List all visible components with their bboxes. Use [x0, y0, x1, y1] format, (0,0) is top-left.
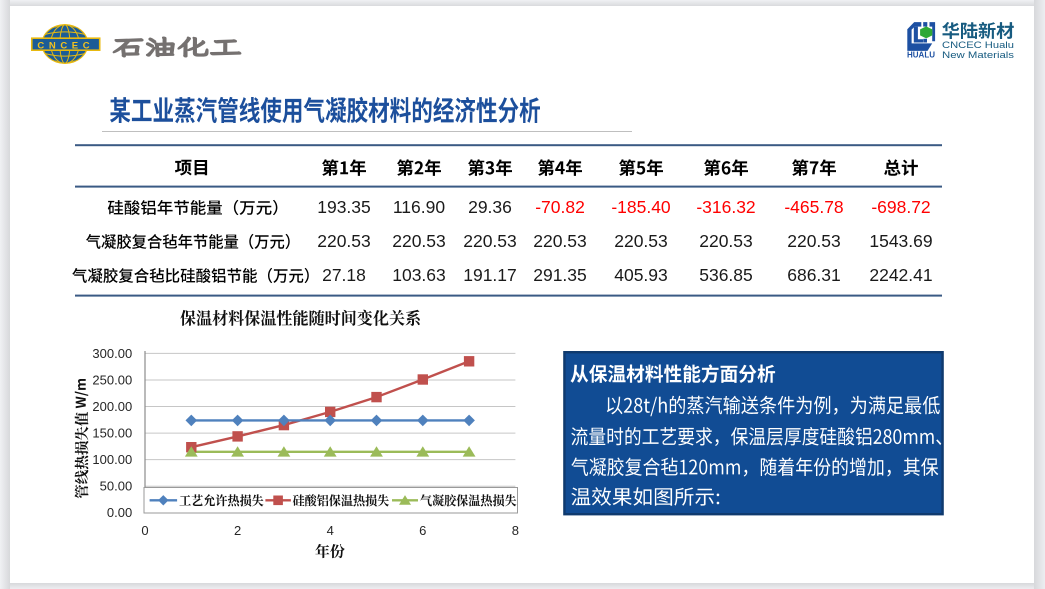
svg-text:0: 0	[141, 523, 148, 538]
svg-text:116.90: 116.90	[393, 197, 445, 217]
svg-text:29.36: 29.36	[468, 197, 512, 217]
svg-text:2242.41: 2242.41	[869, 265, 932, 285]
svg-text:1543.69: 1543.69	[869, 231, 932, 251]
svg-text:100.00: 100.00	[92, 452, 132, 467]
svg-text:250.00: 250.00	[92, 372, 132, 387]
svg-text:6: 6	[419, 523, 426, 538]
svg-text:0.00: 0.00	[107, 505, 132, 520]
svg-text:220.53: 220.53	[392, 231, 446, 251]
svg-text:CNCEC Hualu: CNCEC Hualu	[942, 40, 1014, 51]
svg-text:4: 4	[327, 523, 334, 538]
svg-text:220.53: 220.53	[317, 231, 371, 251]
svg-text:2: 2	[234, 523, 241, 538]
svg-text:193.35: 193.35	[317, 197, 371, 217]
svg-text:536.85: 536.85	[699, 265, 753, 285]
svg-text:200.00: 200.00	[92, 399, 132, 414]
svg-text:-185.40: -185.40	[611, 197, 671, 217]
svg-text:103.63: 103.63	[392, 265, 446, 285]
svg-text:291.35: 291.35	[533, 265, 587, 285]
svg-text:8: 8	[512, 523, 519, 538]
svg-text:220.53: 220.53	[614, 231, 668, 251]
svg-text:50.00: 50.00	[100, 479, 133, 494]
svg-text:220.53: 220.53	[463, 231, 517, 251]
svg-text:New Materials: New Materials	[942, 50, 1014, 61]
svg-text:-316.32: -316.32	[696, 197, 755, 217]
svg-text:220.53: 220.53	[787, 231, 841, 251]
svg-text:CNCEC: CNCEC	[37, 40, 94, 51]
svg-text:220.53: 220.53	[699, 231, 753, 251]
svg-text:686.31: 686.31	[787, 265, 841, 285]
svg-text:220.53: 220.53	[533, 231, 587, 251]
svg-text:HUALU: HUALU	[907, 51, 935, 60]
svg-text:300.00: 300.00	[92, 346, 132, 361]
svg-text:-465.78: -465.78	[784, 197, 843, 217]
svg-text:27.18: 27.18	[322, 265, 366, 285]
svg-text:405.93: 405.93	[614, 265, 668, 285]
svg-text:-698.72: -698.72	[871, 197, 930, 217]
svg-text:150.00: 150.00	[92, 426, 132, 441]
svg-text:-70.82: -70.82	[535, 197, 585, 217]
svg-text:191.17: 191.17	[463, 265, 517, 285]
